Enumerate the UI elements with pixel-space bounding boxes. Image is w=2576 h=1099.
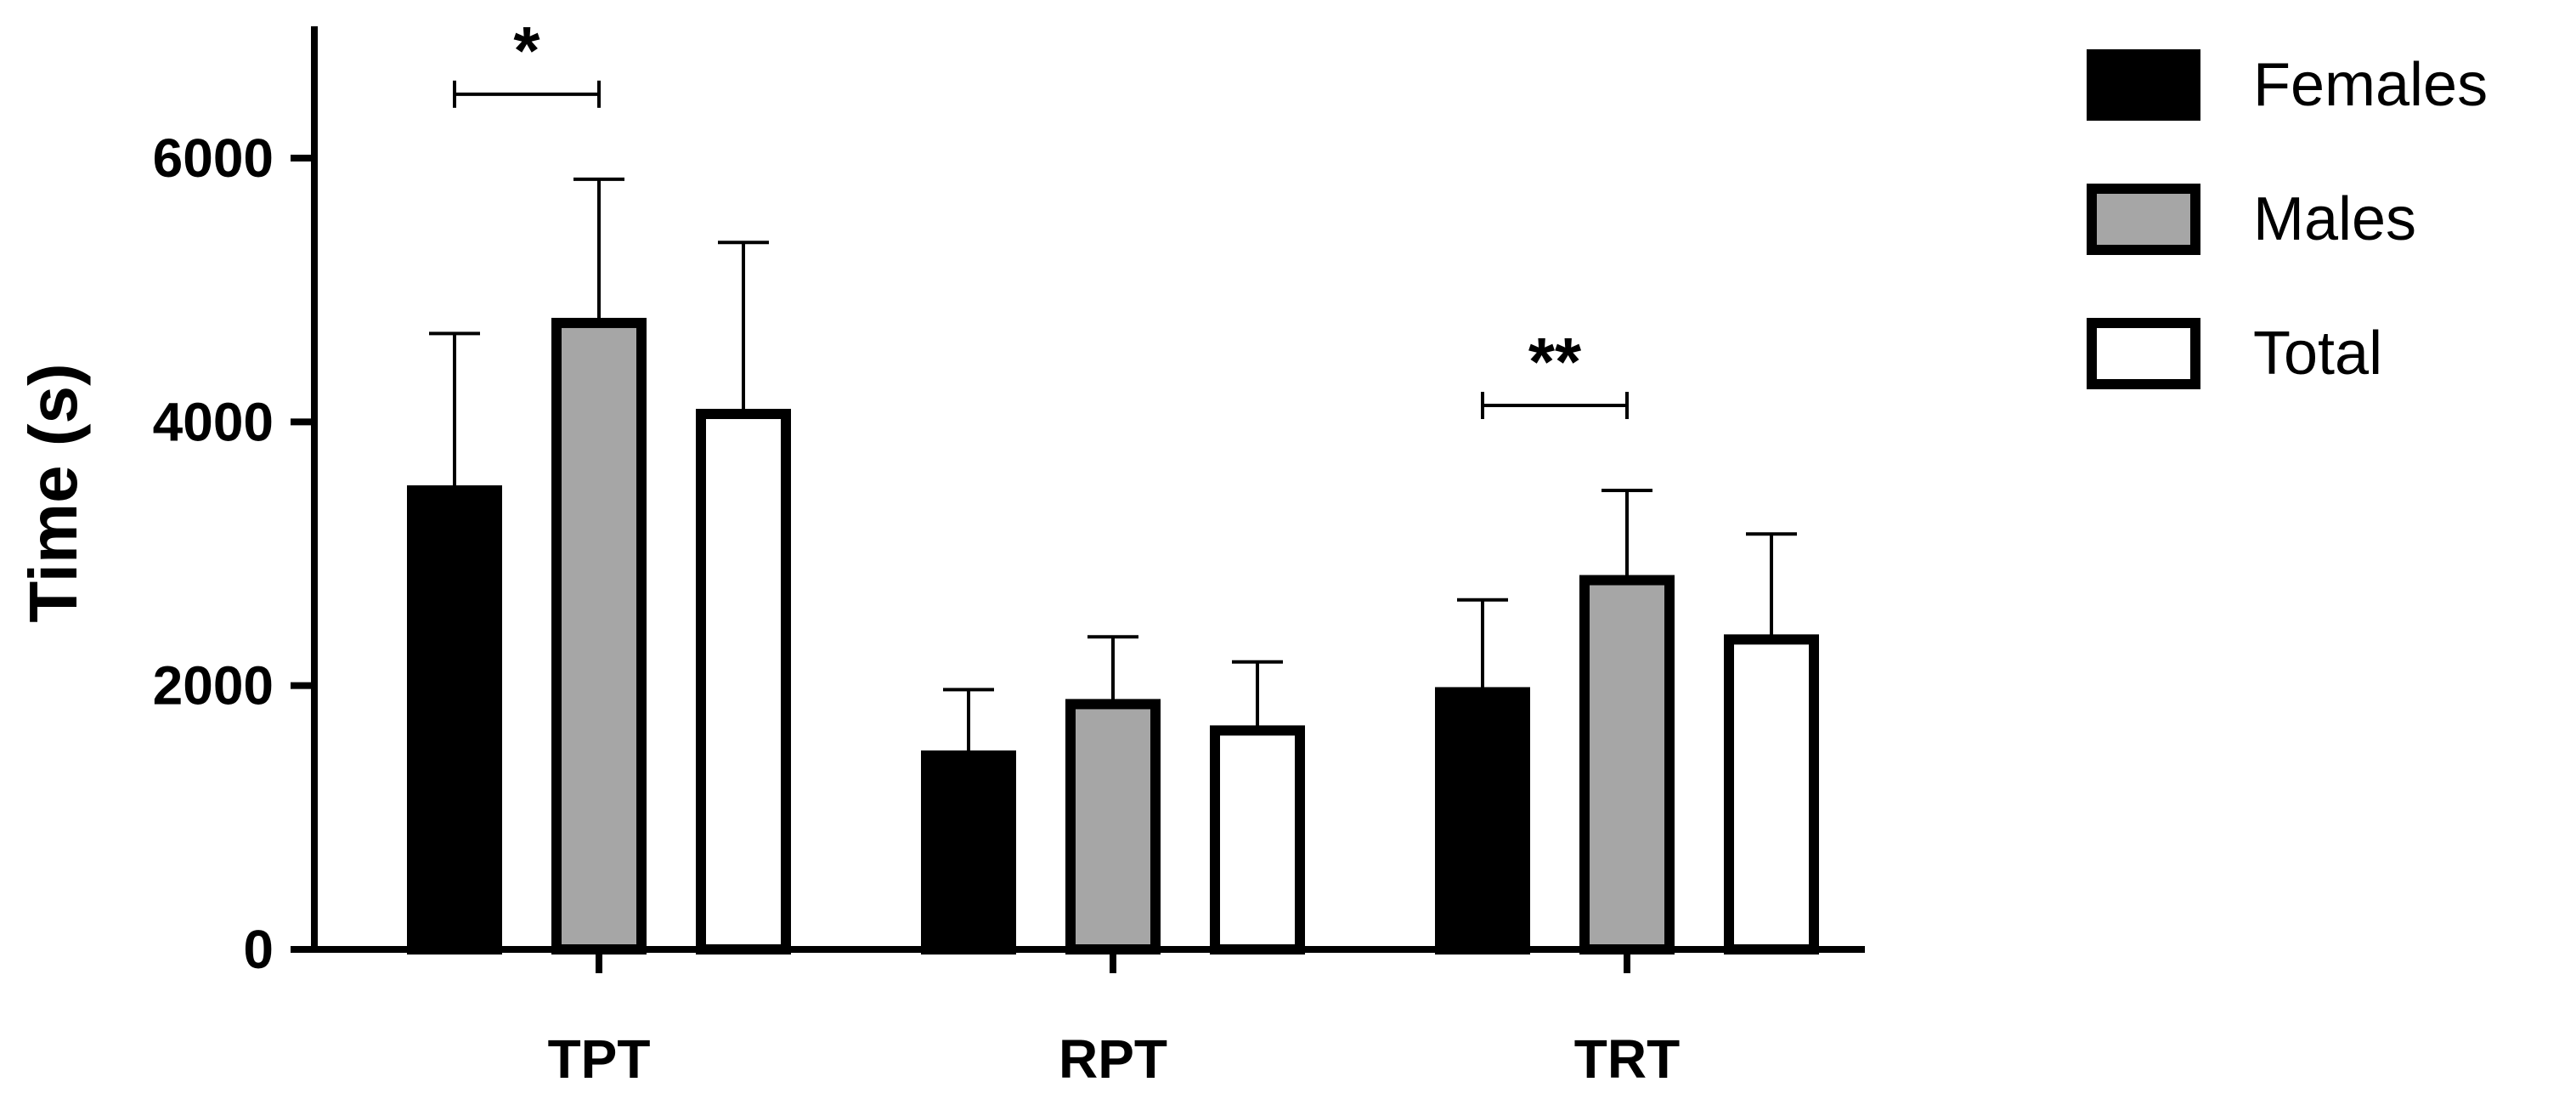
- legend-label-total: Total: [2253, 320, 2382, 388]
- legend-label-females: Females: [2253, 51, 2488, 119]
- y-tick-label: 2000: [153, 655, 274, 717]
- legend-label-males: Males: [2253, 185, 2416, 253]
- bar-females-tpt: [407, 485, 502, 955]
- x-category-label: TPT: [548, 1028, 651, 1090]
- bar-females-rpt: [921, 750, 1016, 955]
- legend-swatch-total: [2087, 318, 2200, 389]
- y-tick-label: 0: [243, 919, 274, 980]
- bar-males-tpt: [551, 317, 647, 955]
- legend-swatch-females: [2087, 49, 2200, 121]
- bar-total-rpt: [1210, 725, 1305, 955]
- bar-females-trt: [1435, 687, 1530, 955]
- x-category-label: TRT: [1574, 1028, 1680, 1090]
- significance-marker: *: [513, 13, 540, 88]
- x-category-label: RPT: [1059, 1028, 1167, 1090]
- y-axis-title: Time (s): [15, 363, 91, 622]
- bar-males-trt: [1579, 575, 1675, 955]
- legend: Females Males Total: [2087, 49, 2488, 389]
- bar-total-tpt: [696, 409, 791, 955]
- y-tick-label: 6000: [153, 127, 274, 189]
- significance-marker: **: [1528, 324, 1582, 399]
- bar-total-trt: [1724, 634, 1819, 955]
- y-tick-label: 4000: [153, 391, 274, 452]
- legend-swatch-males: [2087, 184, 2200, 255]
- bar-males-rpt: [1065, 699, 1161, 955]
